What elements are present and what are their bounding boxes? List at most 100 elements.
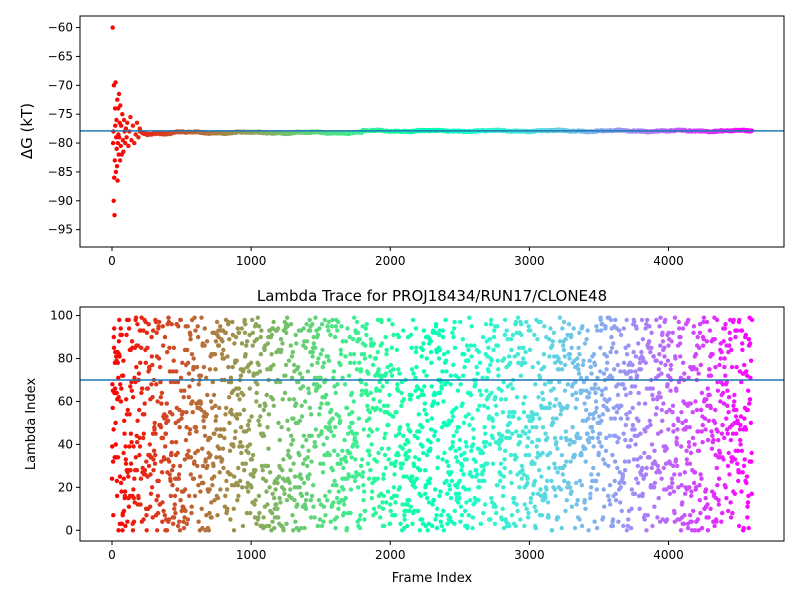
data-point: [308, 498, 313, 503]
data-point: [514, 455, 519, 460]
data-point: [638, 367, 644, 372]
data-point: [437, 332, 442, 338]
data-point: [721, 457, 726, 462]
data-point: [512, 495, 517, 501]
data-point: [556, 367, 562, 372]
data-point: [184, 425, 189, 430]
dg-axes-border: [79, 15, 785, 248]
data-point: [488, 517, 493, 522]
data-point: [286, 427, 291, 432]
data-point: [533, 508, 539, 514]
data-point: [232, 474, 237, 479]
data-point: [412, 485, 418, 490]
data-point: [555, 515, 561, 520]
data-point: [204, 513, 209, 518]
data-point: [356, 416, 362, 421]
data-point: [488, 317, 494, 323]
data-point: [120, 528, 125, 533]
data-point: [123, 461, 129, 466]
data-point: [332, 478, 337, 484]
data-point: [622, 386, 627, 391]
data-point: [703, 427, 708, 432]
data-point: [501, 485, 506, 490]
data-point: [363, 343, 368, 348]
data-point: [421, 450, 426, 456]
data-point: [459, 452, 464, 458]
data-point: [250, 452, 256, 458]
data-point: [496, 373, 501, 378]
data-point: [381, 472, 386, 477]
data-point: [437, 493, 442, 499]
data-point: [209, 500, 214, 505]
data-point: [538, 487, 543, 492]
data-point: [196, 483, 201, 488]
data-point: [295, 364, 301, 370]
data-point: [319, 429, 324, 434]
data-point: [423, 523, 428, 529]
data-point: [647, 418, 652, 423]
data-point: [620, 382, 626, 387]
data-point: [721, 401, 727, 406]
data-point: [659, 371, 664, 376]
data-point: [554, 440, 559, 445]
data-point: [379, 319, 384, 325]
data-point: [652, 504, 657, 509]
data-point: [154, 330, 159, 335]
data-point: [275, 506, 280, 511]
data-point: [643, 472, 649, 477]
data-point: [533, 382, 538, 387]
data-point: [708, 405, 713, 411]
y-tick-label: −85: [48, 165, 73, 179]
data-point: [672, 315, 678, 320]
data-point: [407, 508, 412, 514]
data-point: [598, 328, 604, 333]
data-point: [659, 407, 664, 413]
data-point: [485, 354, 490, 359]
data-point: [595, 435, 601, 441]
data-point: [654, 358, 659, 363]
data-point: [169, 440, 175, 445]
data-point: [620, 472, 626, 477]
y-tick-label: 80: [58, 352, 73, 366]
data-point: [385, 489, 391, 494]
data-point: [137, 407, 142, 413]
data-point: [697, 330, 703, 335]
data-point: [516, 416, 522, 421]
data-point: [537, 468, 542, 473]
data-point: [248, 510, 253, 516]
data-point: [532, 332, 537, 338]
data-point: [112, 386, 118, 391]
data-point: [485, 461, 490, 466]
data-point: [128, 461, 134, 466]
data-point: [713, 407, 718, 413]
data-point: [305, 476, 311, 481]
data-point: [532, 504, 537, 509]
data-point: [609, 334, 614, 340]
data-point: [470, 442, 476, 447]
data-point: [375, 349, 380, 355]
data-point: [113, 420, 118, 426]
data-point: [192, 493, 198, 499]
y-tick-label: −75: [48, 107, 73, 121]
data-point: [693, 528, 698, 533]
data-point: [382, 435, 387, 441]
data-point: [208, 399, 214, 404]
data-point: [719, 349, 724, 355]
data-point: [421, 341, 426, 346]
data-point: [570, 425, 575, 430]
data-point: [375, 427, 380, 432]
data-point: [118, 382, 123, 387]
data-point: [616, 519, 621, 524]
data-point: [123, 126, 129, 131]
data-point: [440, 334, 446, 340]
data-point: [670, 480, 675, 486]
data-point: [608, 317, 614, 323]
data-point: [732, 392, 737, 398]
data-point: [453, 491, 459, 496]
data-point: [572, 452, 577, 458]
data-point: [553, 360, 558, 365]
data-point: [613, 317, 618, 323]
data-point: [712, 420, 718, 426]
data-point: [448, 373, 453, 378]
data-point: [583, 459, 588, 464]
